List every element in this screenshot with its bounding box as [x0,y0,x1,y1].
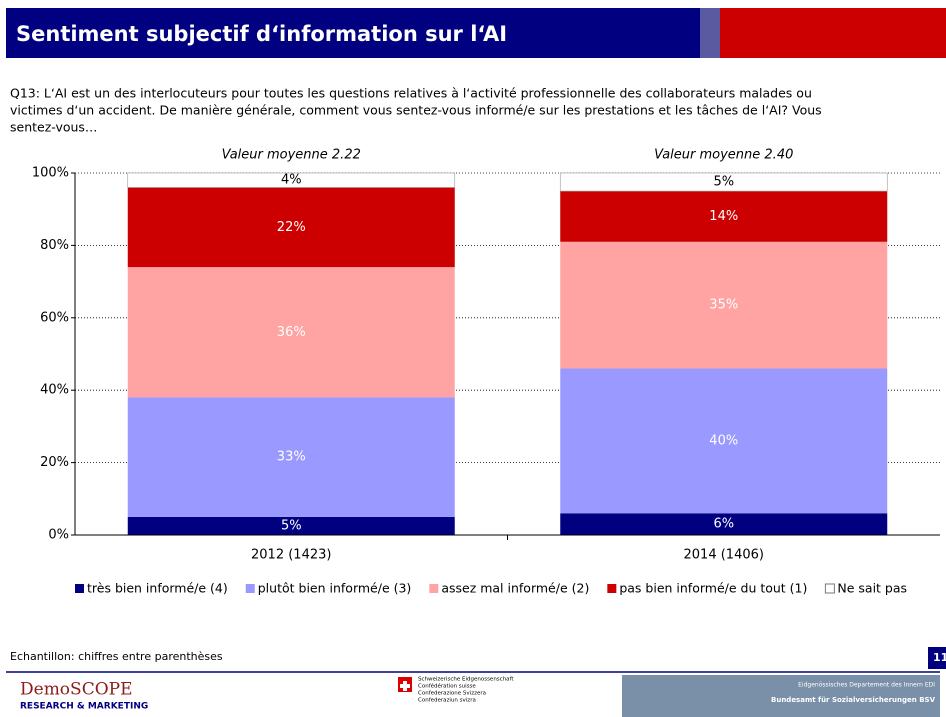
legend-label: très bien informé/e (4) [87,581,228,596]
office: Bundesamt für Sozialversicherungen BSV [771,696,936,704]
header-red [720,8,946,58]
legend-label: pas bien informé/e du tout (1) [619,581,807,596]
value-label: 6% [713,517,734,532]
brand: DemoSCOPE [20,680,132,700]
question-line: Q13: L‘AI est un des interlocuteurs pour… [10,86,812,101]
legend-label: assez mal informé/e (2) [441,581,589,596]
value-label: 33% [277,450,306,465]
annotation: Valeur moyenne 2.22 [222,148,361,163]
value-label: 36% [277,325,306,340]
legend-swatch [607,584,616,593]
x-tick-label: 2014 (1406) [684,548,764,563]
legend-label: plutôt bien informé/e (3) [258,581,412,596]
confederation-line: Confédération suisse [418,683,476,690]
y-tick-label: 40% [40,383,69,398]
department: Eidgenössisches Departement des Innern E… [798,682,935,689]
value-label: 40% [709,433,738,448]
header-accent [700,8,720,58]
footnote: Echantillon: chiffres entre parenthèses [10,650,223,663]
page-number: 11 [933,651,946,664]
brand-sub: RESEARCH & MARKETING [20,702,148,712]
y-tick-label: 20% [40,455,69,470]
legend-swatch [429,584,438,593]
legend-swatch [246,584,255,593]
legend-label: Ne sait pas [837,581,907,596]
confederation-line: Schweizerische Eidgenossenschaft [418,677,514,683]
value-label: 35% [709,298,738,313]
value-label: 4% [281,173,302,188]
annotation: Valeur moyenne 2.40 [654,148,793,163]
slide-title: Sentiment subjectif d‘information sur l‘… [16,22,507,46]
value-label: 22% [277,220,306,235]
legend-swatch [75,584,84,593]
confederation-line: Confederaziun svizra [418,698,476,704]
question-line: victimes d‘un accident. De manière génér… [10,103,822,118]
legend-swatch [825,584,834,593]
y-tick-label: 0% [48,528,69,543]
y-tick-label: 60% [40,310,69,325]
value-label: 5% [713,175,734,190]
y-tick-label: 80% [40,238,69,253]
slide: Sentiment subjectif d‘information sur l‘… [0,0,946,717]
value-label: 14% [709,209,738,224]
x-tick-label: 2012 (1423) [251,548,331,563]
y-tick-label: 100% [32,166,69,181]
question-line: sentez-vous… [10,120,97,135]
confederation-line: Confederazione Svizzera [418,691,486,697]
page: {"slide":{"title":"Sentiment subjectif d… [0,0,946,717]
value-label: 5% [281,518,302,533]
